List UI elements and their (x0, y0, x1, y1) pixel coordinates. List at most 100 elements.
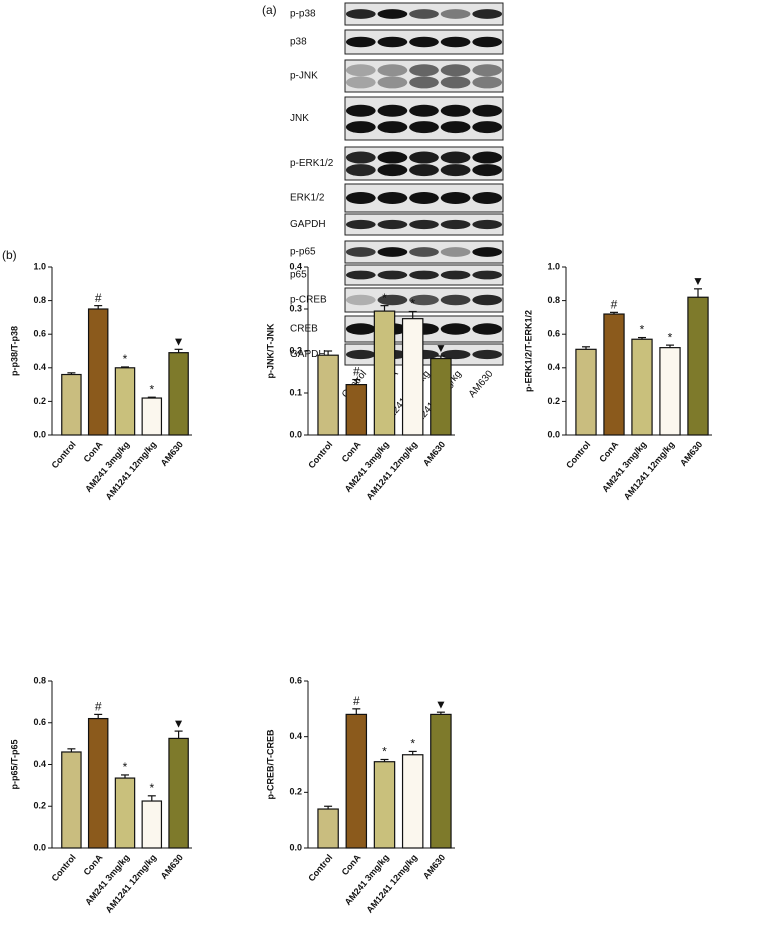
blot-band (440, 76, 471, 89)
bar (168, 352, 189, 436)
blot-band (440, 323, 471, 335)
bar (603, 313, 625, 436)
blot-band (409, 164, 439, 177)
significance-marker: * (149, 382, 154, 396)
y-tick-label: 0.8 (547, 295, 560, 305)
bar (114, 367, 136, 436)
significance-marker: * (640, 323, 645, 337)
blot-lane-label: AM630 (467, 368, 496, 400)
bar (87, 717, 109, 849)
significance-marker: ▼ (173, 334, 185, 348)
bar (631, 338, 653, 436)
y-tick-label: 0.4 (547, 362, 560, 372)
y-axis-label: p-CREB/T-CREB (265, 729, 275, 799)
blot-band (409, 247, 439, 257)
y-tick-label: 0.8 (33, 295, 46, 305)
blot-band (377, 270, 408, 280)
error-bar (638, 336, 646, 340)
significance-marker: * (382, 745, 387, 759)
blot-band (377, 76, 408, 89)
error-bar (408, 310, 417, 319)
blot-band (409, 64, 439, 77)
blot-band (409, 104, 439, 117)
error-bar (121, 366, 129, 368)
y-tick-label: 0.6 (289, 675, 302, 685)
blot-band (472, 36, 503, 48)
y-tick-label: 0.6 (33, 717, 46, 727)
blot-band (472, 247, 503, 257)
blot-band (472, 64, 503, 77)
y-axis-label: p-ERK1/2/T-ERK1/2 (523, 310, 533, 392)
significance-marker: # (353, 365, 360, 379)
error-bar (67, 372, 76, 375)
blot-row-label: p-ERK1/2 (290, 158, 334, 169)
blot-band (345, 349, 376, 360)
blot-band (472, 76, 503, 89)
x-tick-label: AM1241 12mg/kg (104, 852, 159, 914)
significance-marker: * (123, 760, 128, 774)
blot-band (472, 349, 503, 360)
y-tick-label: 0.1 (289, 387, 302, 397)
bar (61, 751, 82, 849)
blot-row-label: JNK (290, 113, 309, 124)
significance-marker: * (410, 297, 415, 311)
bar (687, 296, 709, 436)
blot-band (472, 121, 503, 134)
blot-band (377, 9, 408, 19)
blot-band (377, 104, 408, 117)
y-tick-label: 0.0 (289, 429, 302, 439)
blot-band (345, 219, 376, 230)
x-tick-label: Control (50, 439, 78, 470)
bar (345, 713, 368, 849)
blot-band (440, 151, 471, 164)
error-bar (324, 350, 333, 356)
bar (401, 754, 424, 849)
error-bar (436, 355, 445, 359)
x-tick-label: ConA (340, 439, 363, 464)
blot-band (377, 192, 408, 204)
error-bar (610, 311, 618, 315)
y-tick-label: 0.4 (33, 362, 46, 372)
blot-row-label: p65 (290, 270, 307, 281)
x-tick-label: AM630 (421, 439, 447, 468)
error-bar (352, 708, 361, 715)
error-bar (694, 288, 702, 298)
blot-band (345, 192, 376, 204)
significance-marker: ▼ (435, 697, 447, 711)
error-bar (67, 748, 76, 752)
blot-band (472, 9, 503, 19)
y-tick-label: 0.2 (289, 787, 302, 797)
blot-band (345, 9, 376, 19)
x-tick-label: AM1241 12mg/kg (364, 852, 419, 914)
y-tick-label: 0.0 (289, 842, 302, 852)
y-axis-label: p-JNK/T-JNK (265, 323, 275, 379)
blot-row-label: p-JNK (290, 71, 318, 82)
significance-marker: ▼ (173, 716, 185, 730)
y-tick-label: 0.6 (547, 329, 560, 339)
blot-band (440, 219, 471, 230)
x-tick-label: AM1241 12mg/kg (364, 439, 419, 501)
error-bar (380, 758, 389, 762)
significance-marker: * (410, 737, 415, 751)
blot-band (440, 36, 471, 48)
error-bar (94, 713, 103, 719)
blot-band (472, 219, 503, 230)
blot-band (440, 294, 471, 306)
panel-label: (b) (2, 248, 17, 262)
bar (430, 357, 452, 436)
blot-band (409, 76, 439, 89)
error-bar (94, 305, 103, 309)
y-tick-label: 1.0 (33, 261, 46, 271)
bar (317, 354, 339, 436)
blot-band (472, 323, 503, 335)
blot-band (377, 36, 408, 48)
blot-row-label: p-p38 (290, 9, 316, 20)
blot-band (409, 121, 439, 134)
error-bar (352, 378, 361, 385)
blot-frame (344, 96, 504, 141)
y-tick-label: 0.2 (547, 396, 560, 406)
x-tick-label: ConA (597, 439, 620, 464)
x-tick-label: AM630 (678, 439, 704, 468)
blot-band (409, 294, 439, 306)
y-tick-label: 0.2 (289, 345, 302, 355)
